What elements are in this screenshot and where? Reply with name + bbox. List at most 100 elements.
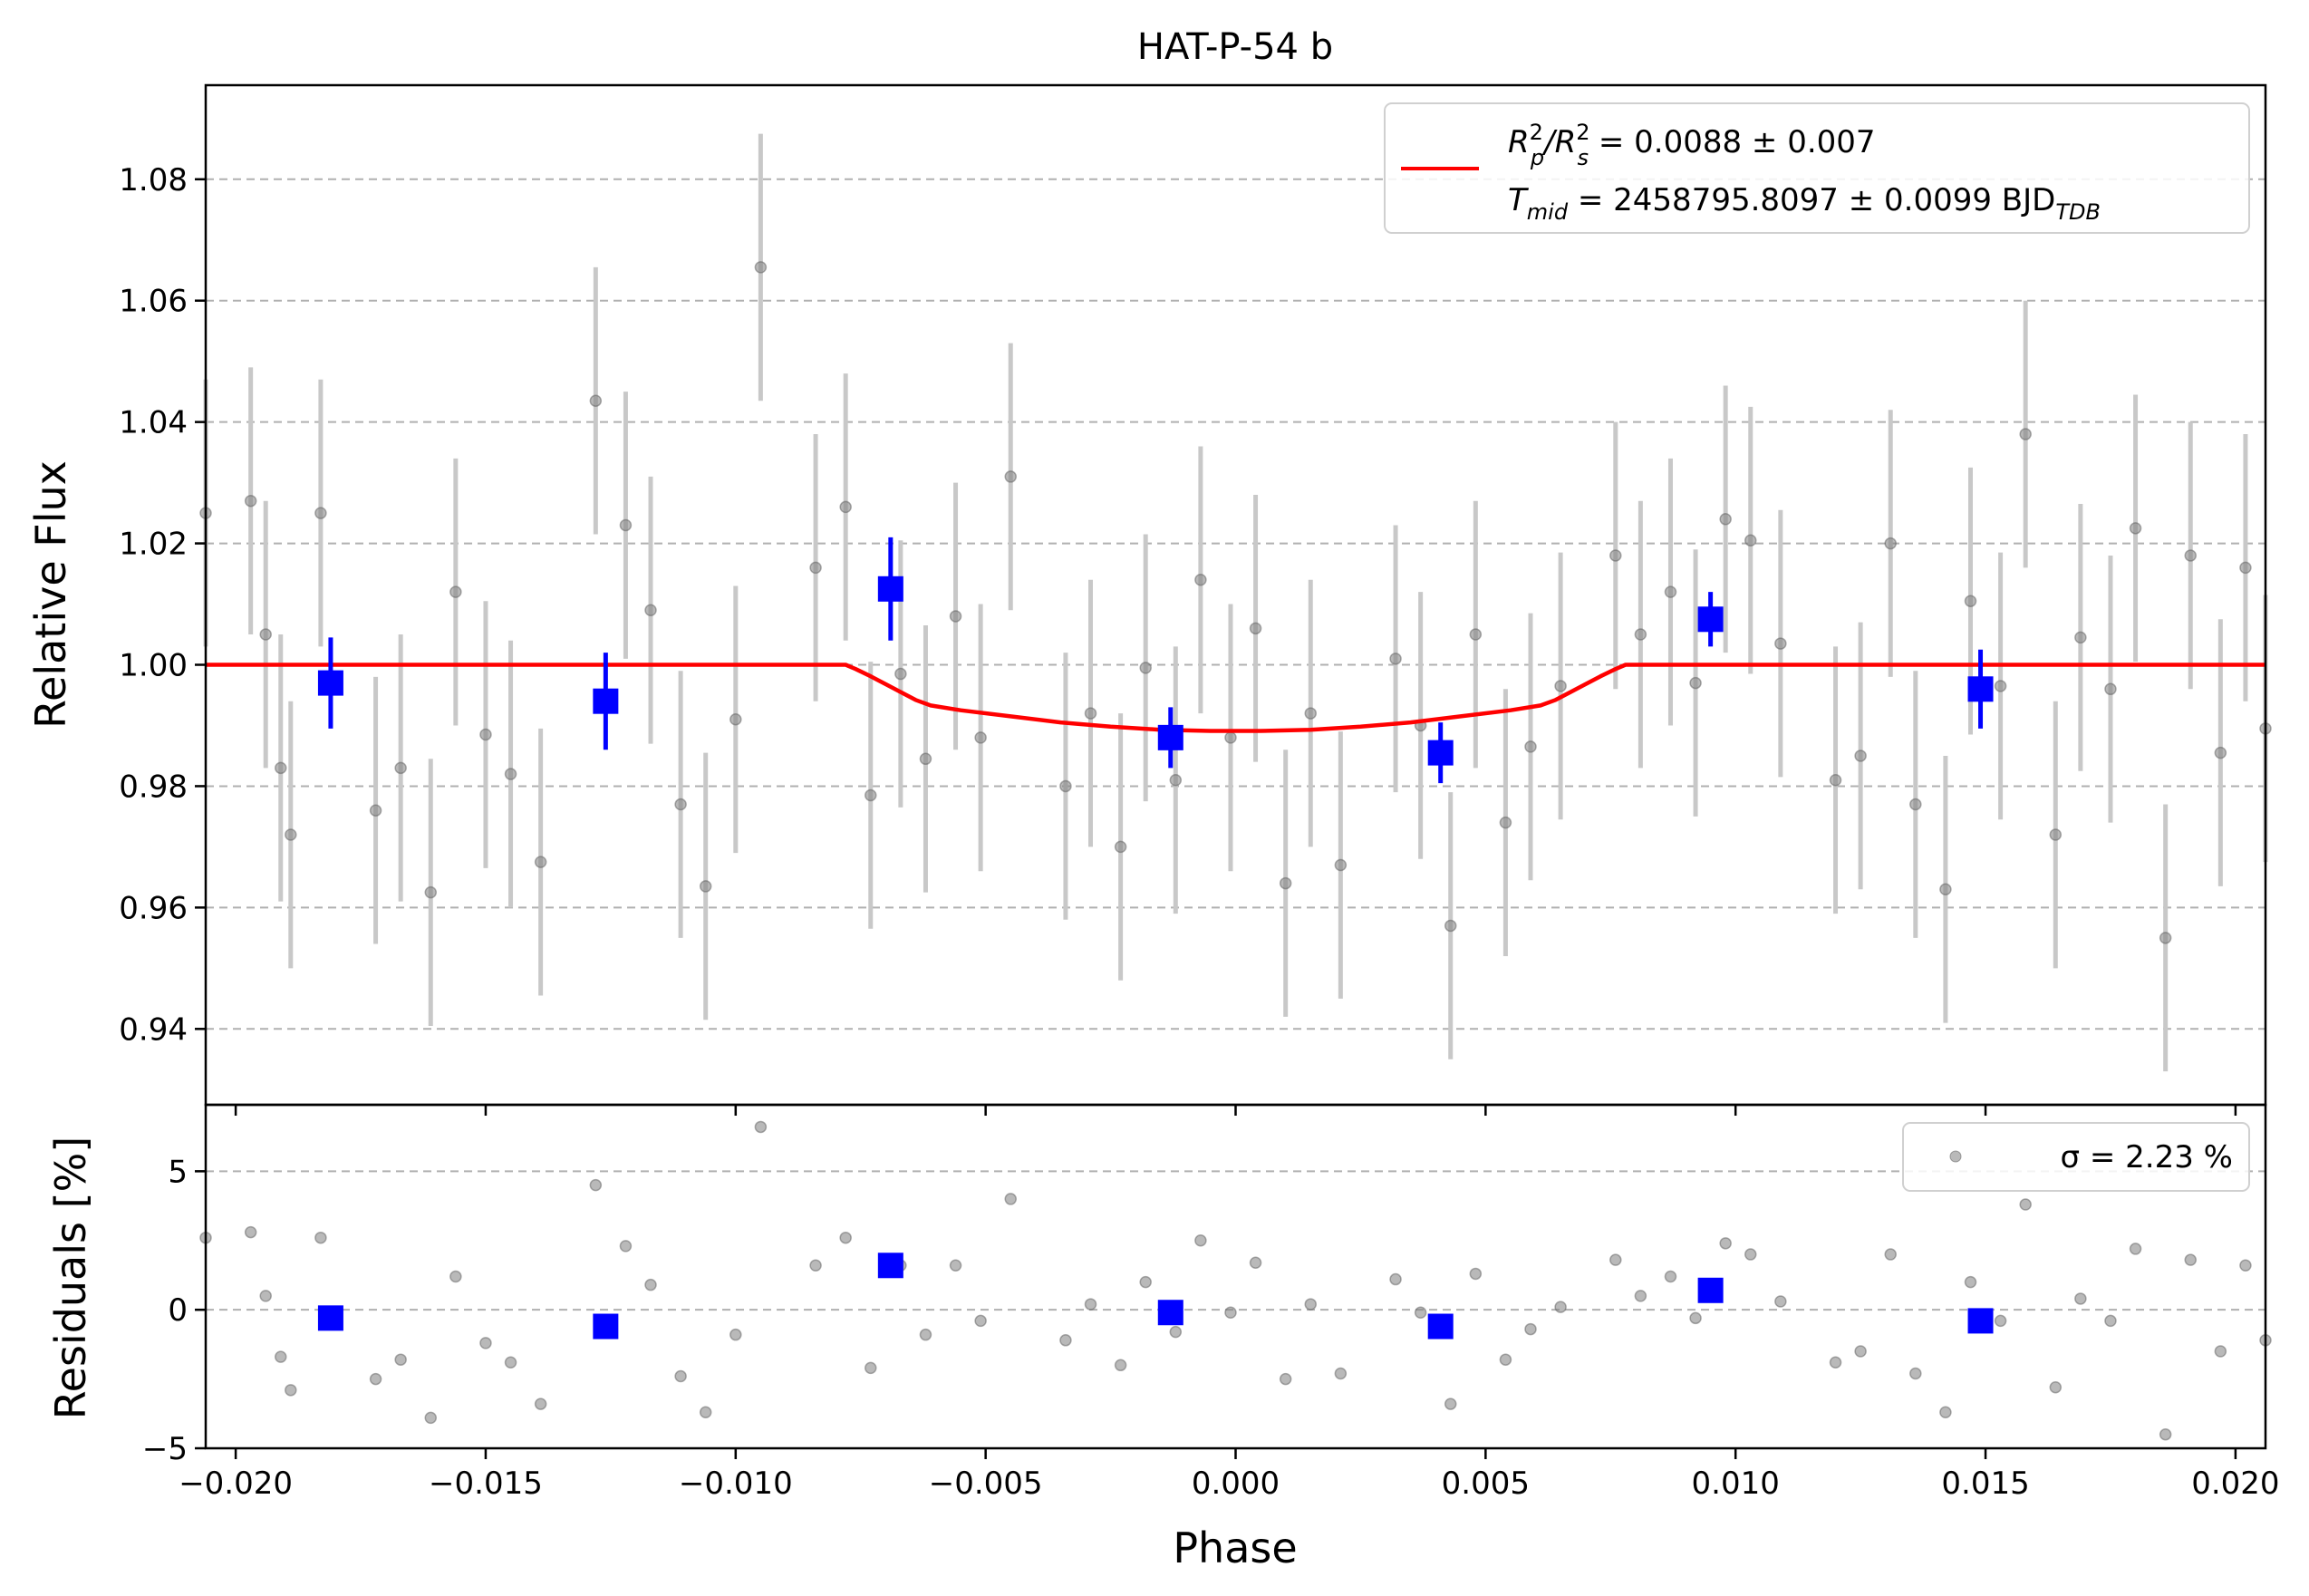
raw-point: [259, 628, 272, 641]
raw-point: [2019, 428, 2032, 440]
raw-point: [1249, 622, 1262, 635]
raw-point: [1249, 1256, 1262, 1269]
raw-point: [1719, 513, 1732, 526]
raw-point: [424, 1411, 438, 1425]
raw-point: [1414, 1306, 1427, 1319]
raw-point: [534, 1398, 547, 1410]
raw-point: [2239, 1259, 2252, 1272]
raw-point: [644, 1278, 657, 1291]
raw-point: [699, 1406, 712, 1419]
y-tick-label: 0: [168, 1292, 188, 1329]
raw-point: [839, 1231, 852, 1244]
raw-point: [1609, 549, 1622, 562]
raw-point: [1939, 1406, 1952, 1419]
raw-point: [949, 610, 962, 623]
raw-point: [589, 394, 603, 407]
raw-point: [1084, 1298, 1097, 1311]
raw-point: [865, 788, 877, 802]
raw-point: [314, 1231, 327, 1244]
binned-point: [593, 1313, 619, 1340]
raw-point: [1059, 1334, 1072, 1347]
raw-point: [1524, 740, 1537, 753]
raw-point: [1964, 595, 1977, 607]
raw-point: [1169, 773, 1183, 787]
raw-point: [1304, 1298, 1318, 1311]
raw-point: [1499, 1353, 1512, 1366]
raw-point: [244, 494, 257, 508]
y-tick-label: 1.04: [119, 405, 188, 441]
legend-depth-sup1: 2: [1530, 120, 1543, 145]
y-tick-label: 1.02: [119, 527, 188, 563]
raw-point: [1444, 1398, 1457, 1410]
raw-point: [1744, 1248, 1757, 1261]
raw-point: [424, 885, 438, 899]
raw-point: [1524, 1322, 1537, 1336]
raw-point: [1004, 470, 1017, 483]
raw-point: [1554, 680, 1567, 692]
raw-point: [504, 1356, 517, 1369]
flux-model: [206, 663, 2266, 733]
raw-point: [1334, 858, 1348, 872]
raw-point: [1829, 773, 1842, 787]
residuals-legend-box: [1902, 1122, 2250, 1192]
raw-point: [1194, 574, 1207, 586]
y-tick-label: 1.00: [119, 648, 188, 684]
x-tick-label: −0.005: [929, 1465, 1043, 1502]
raw-point: [1909, 1367, 1922, 1380]
raw-point: [674, 798, 687, 811]
x-axis-label: Phase: [1173, 1523, 1297, 1572]
raw-point: [1884, 1248, 1897, 1261]
raw-point: [1664, 1270, 1677, 1283]
raw-point: [1059, 779, 1072, 793]
y-tick-label: 5: [168, 1154, 188, 1190]
raw-point: [449, 585, 462, 598]
residuals-binned-points: [317, 1253, 1994, 1340]
flux-legend-label-tmid: Tmid = 2458795.8097 ± 0.0099 BJDTDB: [1508, 182, 2101, 225]
legend-depth-sub1: p: [1530, 145, 1544, 170]
raw-point: [1469, 1267, 1483, 1281]
raw-point: [1554, 1301, 1567, 1313]
legend-tmid-sub: mid: [1527, 199, 1569, 225]
residuals-panel: −5 0 5 −0.020 −0.015 −0.010 −0.005 0.000 0.005 0…: [46, 1103, 2280, 1572]
raw-point: [1884, 537, 1897, 550]
flux-x-ticks: [234, 1105, 2237, 1116]
raw-point: [534, 856, 547, 868]
raw-point: [699, 880, 712, 893]
legend-tmid-value: = 2458795.8097 ± 0.0099 BJD: [1568, 182, 2055, 218]
residuals-legend-marker: [1949, 1150, 1962, 1163]
raw-point: [1304, 707, 1318, 720]
raw-point: [275, 761, 287, 775]
raw-point: [394, 761, 407, 775]
legend-tmid-sub2: TDB: [2055, 199, 2101, 225]
raw-point: [754, 261, 768, 274]
raw-point: [2049, 828, 2063, 841]
legend-depth-sup2: 2: [1576, 120, 1589, 145]
raw-point: [244, 1225, 257, 1239]
raw-point: [1444, 919, 1457, 933]
raw-point: [1774, 1295, 1787, 1308]
raw-point: [2159, 932, 2172, 944]
raw-point: [504, 768, 517, 780]
binned-point: [1157, 724, 1183, 750]
raw-point: [1854, 1345, 1867, 1358]
chart-title: HAT-P-54 b: [1137, 26, 1333, 68]
raw-point: [369, 1372, 382, 1386]
raw-point: [369, 804, 382, 817]
flux-legend-box: [1384, 102, 2250, 234]
raw-point: [1114, 840, 1127, 854]
legend-tmid-symbol: T: [1508, 182, 1529, 218]
raw-point: [1279, 1372, 1292, 1386]
raw-point: [2159, 1427, 2172, 1441]
raw-point: [1499, 816, 1512, 829]
binned-point: [317, 670, 343, 696]
flux-legend-label-depth: R2 p/R2 s = 0.0088 ± 0.007: [1508, 120, 1876, 170]
raw-point: [2129, 1243, 2142, 1255]
raw-point: [1139, 1275, 1152, 1289]
flux-legend: R2 p/R2 s = 0.0088 ± 0.007 Tmid = 2458795.…: [1384, 102, 2250, 234]
binned-point: [1157, 1300, 1183, 1326]
raw-point: [1939, 883, 1952, 896]
transit-model-line: [206, 663, 2266, 733]
raw-point: [1909, 798, 1922, 811]
raw-point: [2019, 1198, 2032, 1211]
